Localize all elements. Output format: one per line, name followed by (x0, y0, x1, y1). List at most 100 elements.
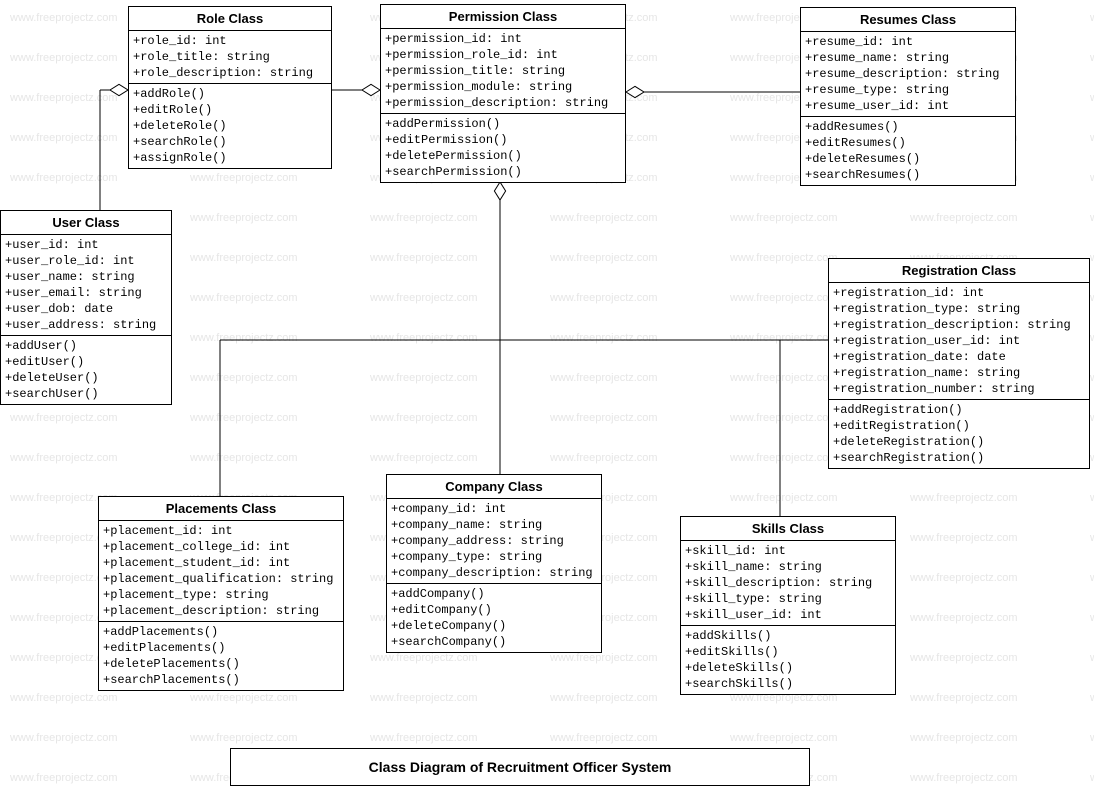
method-row: +deleteResumes() (805, 151, 1011, 167)
method-row: +addSkills() (685, 628, 891, 644)
method-row: +addPermission() (385, 116, 621, 132)
method-row: +deleteCompany() (391, 618, 597, 634)
attr-row: +company_id: int (391, 501, 597, 517)
method-row: +addCompany() (391, 586, 597, 602)
attr-row: +company_address: string (391, 533, 597, 549)
attr-row: +skill_user_id: int (685, 607, 891, 623)
class-title: Placements Class (99, 497, 343, 521)
class-attributes: +company_id: int+company_name: string+co… (387, 499, 601, 584)
attr-row: +placement_type: string (103, 587, 339, 603)
method-row: +editPlacements() (103, 640, 339, 656)
method-row: +editUser() (5, 354, 167, 370)
class-company: Company Class+company_id: int+company_na… (386, 474, 602, 653)
class-title: Skills Class (681, 517, 895, 541)
method-row: +searchResumes() (805, 167, 1011, 183)
attr-row: +role_title: string (133, 49, 327, 65)
method-row: +searchCompany() (391, 634, 597, 650)
method-row: +deleteRole() (133, 118, 327, 134)
class-skills: Skills Class+skill_id: int+skill_name: s… (680, 516, 896, 695)
method-row: +searchSkills() (685, 676, 891, 692)
class-title: Company Class (387, 475, 601, 499)
attr-row: +user_dob: date (5, 301, 167, 317)
class-methods: +addUser()+editUser()+deleteUser()+searc… (1, 336, 171, 404)
method-row: +assignRole() (133, 150, 327, 166)
class-attributes: +placement_id: int+placement_college_id:… (99, 521, 343, 622)
method-row: +deleteRegistration() (833, 434, 1085, 450)
class-permission: Permission Class+permission_id: int+perm… (380, 4, 626, 183)
class-methods: +addPlacements()+editPlacements()+delete… (99, 622, 343, 690)
method-row: +searchPlacements() (103, 672, 339, 688)
attr-row: +permission_module: string (385, 79, 621, 95)
method-row: +deletePermission() (385, 148, 621, 164)
class-methods: +addResumes()+editResumes()+deleteResume… (801, 117, 1015, 185)
attr-row: +company_type: string (391, 549, 597, 565)
attr-row: +placement_college_id: int (103, 539, 339, 555)
class-attributes: +registration_id: int+registration_type:… (829, 283, 1089, 400)
attr-row: +company_name: string (391, 517, 597, 533)
attr-row: +resume_type: string (805, 82, 1011, 98)
attr-row: +resume_name: string (805, 50, 1011, 66)
method-row: +deleteSkills() (685, 660, 891, 676)
class-role: Role Class+role_id: int+role_title: stri… (128, 6, 332, 169)
method-row: +deleteUser() (5, 370, 167, 386)
method-row: +addRegistration() (833, 402, 1085, 418)
method-row: +editSkills() (685, 644, 891, 660)
class-methods: +addSkills()+editSkills()+deleteSkills()… (681, 626, 895, 694)
method-row: +deletePlacements() (103, 656, 339, 672)
method-row: +editResumes() (805, 135, 1011, 151)
attr-row: +user_id: int (5, 237, 167, 253)
class-user: User Class +user_id: int+user_role_id: in… (0, 210, 172, 405)
class-attributes: +permission_id: int+permission_role_id: … (381, 29, 625, 114)
attr-row: +permission_title: string (385, 63, 621, 79)
attr-row: +skill_description: string (685, 575, 891, 591)
class-methods: +addPermission()+editPermission()+delete… (381, 114, 625, 182)
method-row: +searchRegistration() (833, 450, 1085, 466)
attr-row: +user_address: string (5, 317, 167, 333)
method-row: +addResumes() (805, 119, 1011, 135)
attr-row: +placement_id: int (103, 523, 339, 539)
method-row: +editRegistration() (833, 418, 1085, 434)
attr-row: +registration_description: string (833, 317, 1085, 333)
attr-row: +resume_id: int (805, 34, 1011, 50)
diagram-caption: Class Diagram of Recruitment Officer Sys… (230, 748, 810, 786)
method-row: +searchUser() (5, 386, 167, 402)
class-title: User Class (1, 211, 171, 235)
attr-row: +resume_description: string (805, 66, 1011, 82)
attr-row: +user_role_id: int (5, 253, 167, 269)
attr-row: +user_email: string (5, 285, 167, 301)
class-registration: Registration Class+registration_id: int+… (828, 258, 1090, 469)
method-row: +editRole() (133, 102, 327, 118)
attr-row: +skill_id: int (685, 543, 891, 559)
class-methods: +addCompany()+editCompany()+deleteCompan… (387, 584, 601, 652)
attr-row: +placement_student_id: int (103, 555, 339, 571)
attr-row: +placement_qualification: string (103, 571, 339, 587)
class-resumes: Resumes Class+resume_id: int+resume_name… (800, 7, 1016, 186)
class-title: Role Class (129, 7, 331, 31)
method-row: +editCompany() (391, 602, 597, 618)
method-row: +addRole() (133, 86, 327, 102)
attr-row: +company_description: string (391, 565, 597, 581)
attr-row: +registration_date: date (833, 349, 1085, 365)
attr-row: +permission_role_id: int (385, 47, 621, 63)
method-row: +searchRole() (133, 134, 327, 150)
attr-row: +user_name: string (5, 269, 167, 285)
class-title: Registration Class (829, 259, 1089, 283)
attr-row: +skill_name: string (685, 559, 891, 575)
attr-row: +skill_type: string (685, 591, 891, 607)
method-row: +searchPermission() (385, 164, 621, 180)
class-placements: Placements Class+placement_id: int+place… (98, 496, 344, 691)
class-attributes: +skill_id: int+skill_name: string+skill_… (681, 541, 895, 626)
method-row: +addPlacements() (103, 624, 339, 640)
attr-row: +permission_description: string (385, 95, 621, 111)
attr-row: +resume_user_id: int (805, 98, 1011, 114)
attr-row: +registration_number: string (833, 381, 1085, 397)
attr-row: +role_description: string (133, 65, 327, 81)
class-title: Permission Class (381, 5, 625, 29)
class-attributes: +resume_id: int+resume_name: string+resu… (801, 32, 1015, 117)
attr-row: +permission_id: int (385, 31, 621, 47)
attr-row: +registration_name: string (833, 365, 1085, 381)
class-title: Resumes Class (801, 8, 1015, 32)
class-attributes: +role_id: int+role_title: string+role_de… (129, 31, 331, 84)
attr-row: +registration_type: string (833, 301, 1085, 317)
method-row: +addUser() (5, 338, 167, 354)
